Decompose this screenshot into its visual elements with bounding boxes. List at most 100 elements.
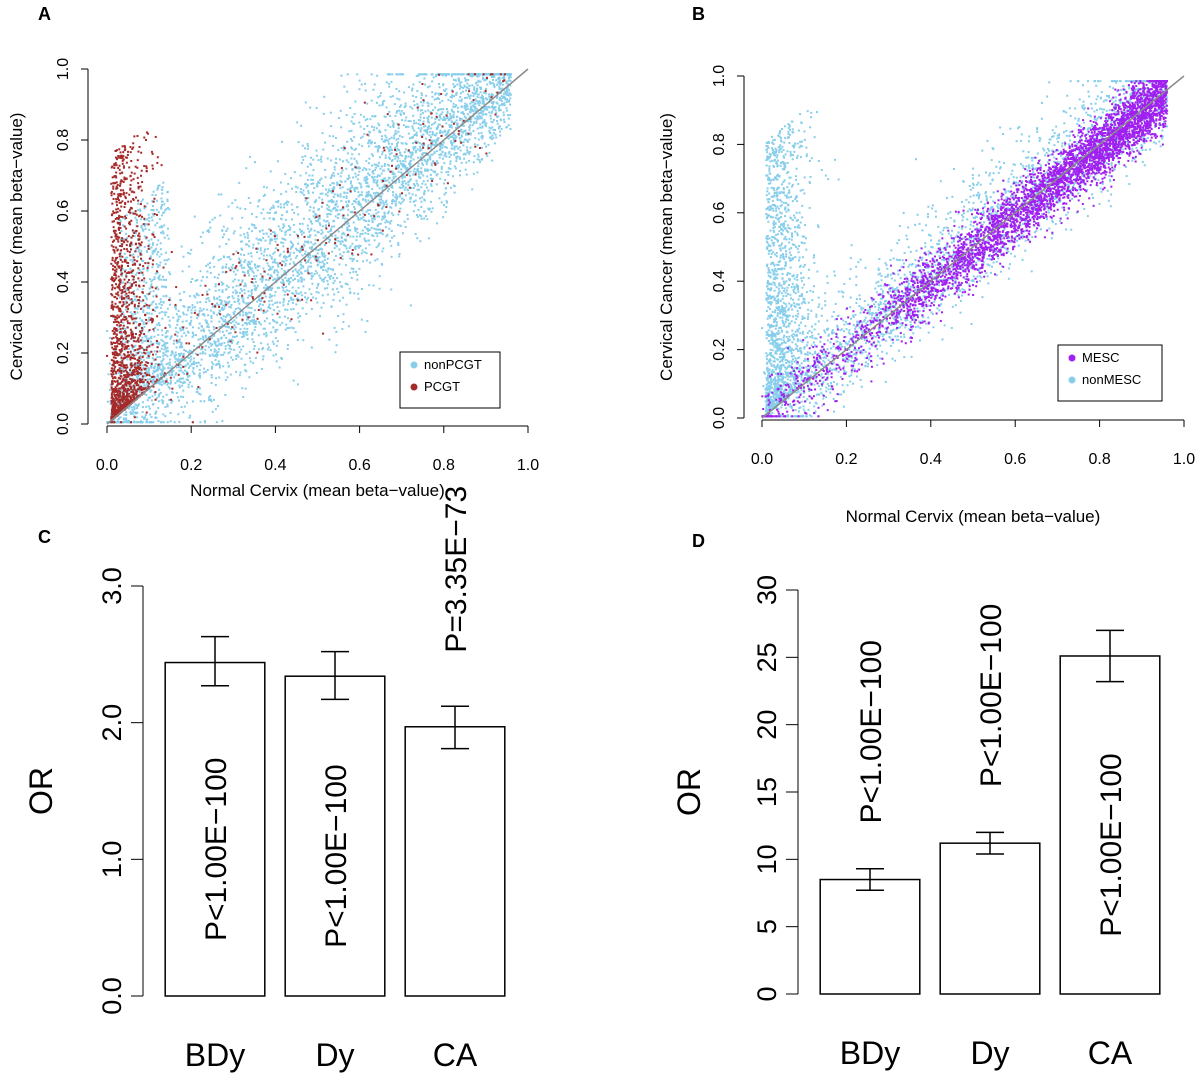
scatter-point xyxy=(459,92,462,95)
scatter-point xyxy=(430,164,433,167)
scatter-point xyxy=(321,269,324,272)
scatter-point xyxy=(124,327,127,330)
scatter-point xyxy=(155,294,158,297)
scatter-point xyxy=(435,132,438,135)
scatter-point xyxy=(391,179,394,182)
scatter-point xyxy=(443,116,446,119)
scatter-point xyxy=(244,208,247,211)
scatter-point xyxy=(337,116,340,119)
scatter-point xyxy=(395,138,398,141)
scatter-point xyxy=(314,248,317,251)
scatter-point xyxy=(300,278,303,281)
scatter-point xyxy=(439,123,442,126)
scatter-point xyxy=(368,168,371,171)
scatter-point xyxy=(282,279,285,282)
scatter-point xyxy=(222,320,225,323)
scatter-point xyxy=(463,104,466,107)
scatter-point xyxy=(367,172,370,175)
scatter-point xyxy=(126,358,129,361)
scatter-point xyxy=(233,300,236,303)
scatter-point xyxy=(320,278,323,281)
scatter-point xyxy=(160,310,163,313)
scatter-point xyxy=(346,152,349,155)
scatter-point xyxy=(412,146,415,149)
scatter-point xyxy=(337,315,340,318)
scatter-point xyxy=(361,249,364,252)
scatter-point xyxy=(333,225,336,228)
scatter-point xyxy=(438,92,441,95)
scatter-point xyxy=(386,179,389,182)
scatter-point xyxy=(136,367,139,370)
scatter-point xyxy=(300,280,303,283)
scatter-point xyxy=(388,227,391,230)
scatter-point xyxy=(219,325,222,328)
scatter-point xyxy=(385,145,388,148)
scatter-point xyxy=(472,161,475,164)
scatter-point xyxy=(488,126,491,129)
scatter-point xyxy=(112,373,115,376)
scatter-point xyxy=(248,294,251,297)
scatter-point xyxy=(479,161,482,164)
scatter-point xyxy=(151,279,154,282)
scatter-point xyxy=(144,205,147,208)
scatter-point xyxy=(329,277,332,280)
scatter-point xyxy=(283,299,286,302)
scatter-point xyxy=(132,262,135,265)
scatter-point xyxy=(341,216,344,219)
scatter-point xyxy=(418,188,421,191)
scatter-point xyxy=(148,243,151,246)
scatter-point xyxy=(295,292,298,295)
scatter-point xyxy=(407,120,410,123)
scatter-point xyxy=(494,73,497,76)
scatter-point xyxy=(321,260,324,263)
scatter-point xyxy=(374,166,377,169)
scatter-point xyxy=(404,164,407,167)
scatter-point xyxy=(261,348,264,351)
scatter-point xyxy=(339,195,342,198)
scatter-point xyxy=(272,189,275,192)
scatter-point xyxy=(268,300,271,303)
scatter-point xyxy=(156,243,159,246)
scatter-point xyxy=(223,307,226,310)
scatter-point xyxy=(238,314,241,317)
scatter-point xyxy=(146,293,149,296)
scatter-point xyxy=(400,168,403,171)
scatter-point xyxy=(371,221,374,224)
scatter-point xyxy=(119,373,122,376)
scatter-point xyxy=(220,193,223,196)
scatter-point xyxy=(208,230,211,233)
scatter-point xyxy=(117,404,120,407)
scatter-point xyxy=(181,371,184,374)
scatter-point xyxy=(167,386,170,389)
scatter-point xyxy=(505,89,508,92)
scatter-point xyxy=(318,256,321,259)
scatter-point xyxy=(169,420,172,423)
scatter-point xyxy=(386,147,389,150)
scatter-point xyxy=(144,416,147,419)
scatter-point xyxy=(263,217,266,220)
scatter-point xyxy=(447,167,450,170)
scatter-point xyxy=(496,95,499,98)
scatter-point xyxy=(241,309,244,312)
scatter-point xyxy=(150,303,153,306)
scatter-point xyxy=(409,159,412,162)
scatter-point xyxy=(268,305,271,308)
scatter-point xyxy=(333,207,336,210)
scatter-point xyxy=(123,413,126,416)
scatter-point xyxy=(429,158,432,161)
scatter-point xyxy=(398,201,401,204)
scatter-point xyxy=(316,264,319,267)
scatter-point xyxy=(493,75,496,78)
scatter-point xyxy=(397,213,400,216)
scatter-point xyxy=(470,117,473,120)
scatter-point xyxy=(216,363,219,366)
scatter-point xyxy=(473,107,476,110)
scatter-point xyxy=(467,151,470,154)
scatter-point xyxy=(279,301,282,304)
scatter-point xyxy=(143,245,146,248)
scatter-point xyxy=(131,243,134,246)
scatter-point xyxy=(284,172,287,175)
scatter-point xyxy=(491,126,494,129)
scatter-point xyxy=(128,222,131,225)
scatter-point xyxy=(185,378,188,381)
